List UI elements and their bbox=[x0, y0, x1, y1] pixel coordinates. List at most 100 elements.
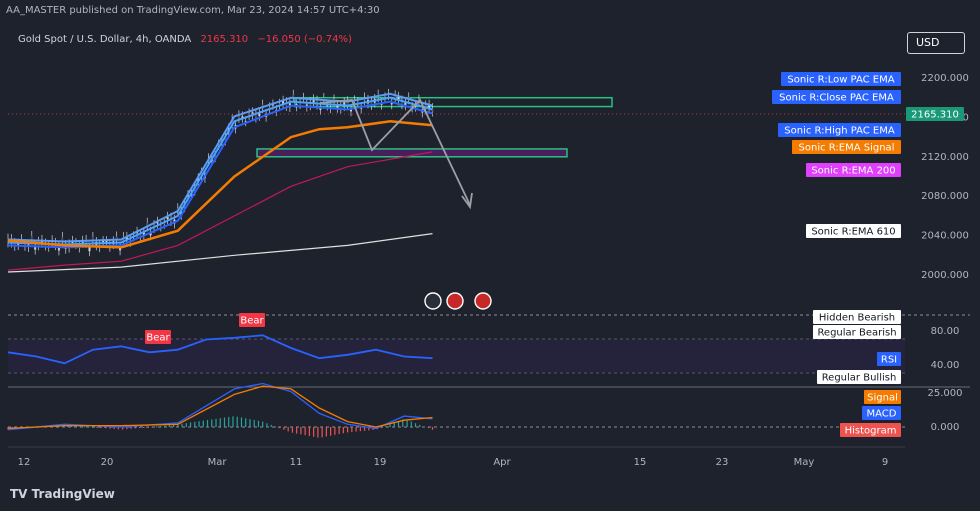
symbol-change: −16.050 (−0.74%) bbox=[257, 34, 352, 45]
legend-label-bg bbox=[792, 140, 901, 154]
candle bbox=[295, 104, 298, 107]
histogram-bar bbox=[45, 426, 47, 428]
regular-bullish-label: Regular Bullish bbox=[822, 373, 897, 384]
candle bbox=[17, 243, 20, 246]
candle bbox=[54, 242, 57, 246]
candle bbox=[173, 219, 176, 224]
histogram-bar bbox=[79, 425, 81, 427]
rsi-axis-tick: 40.00 bbox=[931, 360, 960, 371]
candle bbox=[142, 232, 145, 236]
candle bbox=[417, 99, 420, 102]
histogram-bar bbox=[198, 421, 200, 427]
candle bbox=[333, 99, 336, 102]
histogram-bar bbox=[321, 427, 323, 438]
histogram-bar bbox=[54, 425, 56, 427]
flag-us-icon bbox=[446, 292, 464, 310]
candle bbox=[292, 94, 295, 98]
candle bbox=[356, 102, 359, 104]
candle bbox=[40, 239, 43, 243]
currency-button[interactable]: USD bbox=[907, 32, 965, 54]
candle bbox=[61, 236, 64, 241]
candle bbox=[424, 105, 427, 110]
candle bbox=[37, 241, 40, 246]
hidden-bearish-label-bg bbox=[813, 310, 901, 324]
histogram-bar bbox=[262, 421, 264, 427]
candle bbox=[85, 239, 88, 243]
candle bbox=[105, 241, 108, 243]
candle bbox=[254, 114, 257, 118]
candle bbox=[309, 102, 312, 106]
histogram-bar bbox=[368, 427, 370, 431]
candle bbox=[234, 124, 237, 129]
rsi-band bbox=[8, 339, 905, 373]
histogram-bar bbox=[347, 427, 349, 433]
candle bbox=[132, 236, 135, 238]
macd-series-macd bbox=[7, 382, 433, 431]
time-axis-tick: 19 bbox=[374, 457, 387, 468]
histogram-bar bbox=[28, 427, 30, 428]
histogram-label-bg bbox=[840, 423, 901, 437]
candle bbox=[129, 240, 132, 242]
candle bbox=[176, 208, 179, 212]
candle bbox=[91, 236, 94, 241]
candle bbox=[319, 106, 322, 110]
histogram-bar bbox=[96, 427, 98, 428]
legend-label: Sonic R:EMA 200 bbox=[811, 166, 895, 177]
histogram-bar bbox=[291, 427, 294, 433]
candle bbox=[57, 247, 60, 251]
candle bbox=[275, 109, 278, 112]
candle bbox=[231, 119, 234, 124]
candle bbox=[20, 239, 23, 241]
legend-label: Sonic R:Close PAC EMA bbox=[779, 93, 894, 104]
histogram-bar bbox=[88, 426, 90, 428]
histogram-bar bbox=[172, 424, 175, 427]
histogram-bar bbox=[122, 427, 124, 430]
regular-bearish-label-bg bbox=[813, 325, 901, 339]
candle bbox=[7, 238, 9, 243]
histogram-bar bbox=[296, 427, 298, 434]
histogram-bar bbox=[406, 419, 408, 427]
histogram-bar bbox=[283, 427, 285, 430]
signal-label: Signal bbox=[867, 393, 898, 404]
histogram-bar bbox=[105, 427, 107, 429]
histogram-bar bbox=[58, 424, 60, 427]
candle bbox=[186, 195, 189, 197]
candle bbox=[411, 106, 414, 108]
histogram-bar bbox=[274, 426, 277, 428]
time-axis-tick: Mar bbox=[208, 457, 228, 468]
candle bbox=[377, 94, 380, 98]
series-sonic-r-ema-signal bbox=[7, 120, 433, 249]
histogram-bar bbox=[177, 424, 179, 427]
candle bbox=[102, 240, 105, 243]
tv-logo-icon: 𝗧𝗩 bbox=[10, 487, 32, 501]
histogram-bar bbox=[359, 427, 361, 432]
macd-label: MACD bbox=[867, 409, 897, 420]
macd-axis-tick: 0.000 bbox=[931, 422, 960, 433]
histogram-bar bbox=[389, 424, 391, 427]
candle bbox=[180, 211, 183, 215]
histogram-bar bbox=[130, 427, 132, 429]
price-axis-tick: 2000.000 bbox=[921, 270, 969, 281]
candle bbox=[88, 247, 91, 252]
histogram-bar bbox=[219, 418, 221, 427]
candle bbox=[346, 101, 349, 105]
candle bbox=[64, 244, 67, 249]
rsi-line bbox=[7, 334, 433, 365]
candle bbox=[227, 128, 230, 133]
macd-histogram bbox=[7, 416, 434, 438]
tradingview-logo[interactable]: 𝗧𝗩 TradingView bbox=[10, 487, 115, 501]
histogram-bar bbox=[253, 419, 255, 427]
candle bbox=[78, 246, 81, 248]
histogram-bar bbox=[206, 419, 209, 427]
price-axis-tick: 2120.000 bbox=[921, 152, 969, 163]
time-axis-tick: 15 bbox=[634, 457, 647, 468]
histogram-bar bbox=[155, 426, 158, 428]
legend-label-bg bbox=[778, 123, 901, 137]
candle bbox=[404, 102, 407, 106]
price-axis-tick: 2200.000 bbox=[921, 73, 969, 84]
candle bbox=[370, 101, 373, 106]
candle bbox=[44, 243, 47, 246]
histogram-bar bbox=[393, 422, 395, 427]
histogram-bar bbox=[245, 418, 247, 427]
histogram-bar bbox=[49, 425, 52, 427]
